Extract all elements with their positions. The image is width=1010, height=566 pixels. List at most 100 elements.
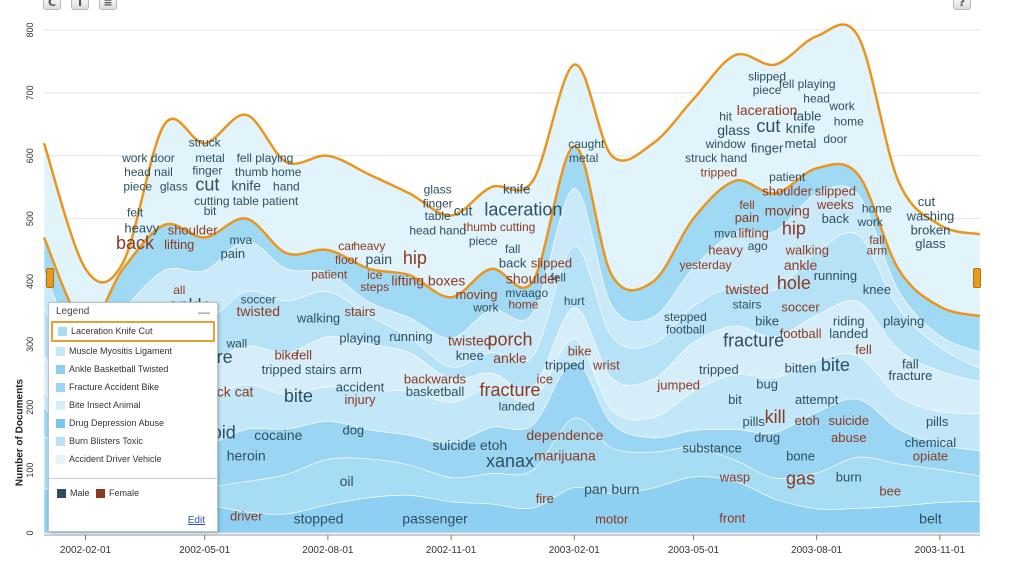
keyword-label[interactable]: glass xyxy=(424,182,452,196)
keyword-label[interactable]: tripped xyxy=(699,362,739,377)
keyword-label[interactable]: fracture xyxy=(723,330,784,350)
keyword-label[interactable]: pain xyxy=(221,246,246,261)
keyword-label[interactable]: hole xyxy=(777,273,811,293)
keyword-label[interactable]: belt xyxy=(919,511,942,527)
keyword-label[interactable]: thumb xyxy=(235,165,269,179)
keyword-label[interactable]: ankle xyxy=(493,350,527,366)
keyword-label[interactable]: burn xyxy=(836,469,862,484)
keyword-label[interactable]: knife xyxy=(503,181,530,196)
info-button[interactable]: I xyxy=(71,0,89,10)
keyword-label[interactable]: glass xyxy=(160,179,188,193)
keyword-label[interactable]: patient xyxy=(311,267,348,281)
keyword-label[interactable]: bike xyxy=(274,347,298,362)
keyword-label[interactable]: knee xyxy=(863,282,891,297)
keyword-label[interactable]: shoulder xyxy=(168,222,219,237)
range-handle-left[interactable] xyxy=(46,268,54,288)
keyword-label[interactable]: back xyxy=(822,211,850,226)
keyword-label[interactable]: ago xyxy=(528,286,548,300)
keyword-label[interactable]: bite xyxy=(284,386,313,406)
keyword-label[interactable]: stopped xyxy=(294,511,344,527)
keyword-label[interactable]: arm xyxy=(867,243,888,257)
keyword-label[interactable]: moving xyxy=(456,287,498,302)
keyword-label[interactable]: thumb cutting xyxy=(463,220,535,234)
keyword-label[interactable]: shoulder xyxy=(762,183,813,198)
keyword-label[interactable]: bit xyxy=(204,204,217,218)
range-handle-right[interactable] xyxy=(973,268,981,288)
legend-item[interactable]: Bite Insect Animal xyxy=(51,397,215,414)
keyword-label[interactable]: finger xyxy=(751,141,784,156)
keyword-label[interactable]: yesterday xyxy=(679,258,731,272)
keyword-label[interactable]: pain xyxy=(735,210,760,225)
keyword-label[interactable]: fall xyxy=(902,356,919,371)
keyword-label[interactable]: cut xyxy=(756,116,780,136)
legend-item[interactable]: Laceration Knife Cut xyxy=(51,321,215,342)
keyword-label[interactable]: mva xyxy=(505,286,528,300)
keyword-label[interactable]: window xyxy=(705,137,746,151)
minimize-button[interactable]: — xyxy=(198,305,210,319)
keyword-label[interactable]: heroin xyxy=(227,448,266,464)
keyword-label[interactable]: work xyxy=(472,301,499,315)
keyword-label[interactable]: hand xyxy=(273,179,300,193)
keyword-label[interactable]: knee xyxy=(456,348,484,363)
keyword-label[interactable]: patient xyxy=(769,170,806,184)
keyword-label[interactable]: head nail xyxy=(124,165,173,179)
keyword-label[interactable]: twisted xyxy=(236,303,280,319)
keyword-label[interactable]: bug xyxy=(756,376,778,391)
keyword-label[interactable]: slipped xyxy=(815,183,856,198)
keyword-label[interactable]: laceration xyxy=(737,102,798,118)
keyword-label[interactable]: running xyxy=(389,329,432,344)
keyword-label[interactable]: glass xyxy=(915,236,946,251)
keyword-label[interactable]: home xyxy=(508,298,538,312)
keyword-label[interactable]: washing xyxy=(906,209,955,224)
keyword-label[interactable]: piece xyxy=(753,83,782,97)
keyword-label[interactable]: bit xyxy=(728,392,742,407)
keyword-label[interactable]: hurt xyxy=(564,294,585,308)
legend-item[interactable]: Burn Blisters Toxic xyxy=(51,433,215,450)
keyword-label[interactable]: broken xyxy=(911,222,951,237)
keyword-label[interactable]: fall xyxy=(505,242,520,256)
keyword-label[interactable]: mva xyxy=(230,233,253,247)
keyword-label[interactable]: landed xyxy=(829,326,868,341)
keyword-label[interactable]: twisted xyxy=(448,333,492,349)
keyword-label[interactable]: front xyxy=(719,510,745,525)
topic-bands[interactable] xyxy=(43,24,981,534)
refresh-button[interactable]: C xyxy=(43,0,61,10)
keyword-label[interactable]: work xyxy=(857,215,884,229)
keyword-label[interactable]: heavy xyxy=(124,220,159,235)
keyword-label[interactable]: door xyxy=(823,132,847,146)
keyword-label[interactable]: tripped stairs arm xyxy=(262,362,362,377)
keyword-label[interactable]: head xyxy=(803,91,830,105)
keyword-label[interactable]: fall xyxy=(869,233,884,247)
keyword-label[interactable]: caught xyxy=(568,137,605,151)
keyword-label[interactable]: glass xyxy=(717,122,750,138)
keyword-label[interactable]: fell xyxy=(855,342,872,357)
keyword-label[interactable]: gas xyxy=(786,469,815,489)
keyword-label[interactable]: home xyxy=(834,115,864,129)
keyword-label[interactable]: heavy xyxy=(708,242,743,257)
keyword-label[interactable]: marijuana xyxy=(534,448,596,464)
keyword-label[interactable]: playing xyxy=(339,330,380,345)
keyword-label[interactable]: cut xyxy=(195,174,219,194)
keyword-label[interactable]: hip xyxy=(403,248,427,268)
keyword-label[interactable]: metal xyxy=(785,136,817,151)
keyword-label[interactable]: fracture xyxy=(888,368,932,383)
keyword-label[interactable]: weeks xyxy=(816,197,854,212)
keyword-label[interactable]: playing xyxy=(883,314,924,329)
keyword-label[interactable]: injury xyxy=(344,392,376,407)
edit-link[interactable]: Edit xyxy=(187,515,205,526)
keyword-label[interactable]: motor xyxy=(595,512,629,527)
keyword-label[interactable]: mva xyxy=(714,226,737,240)
keyword-label[interactable]: lifting xyxy=(164,237,194,252)
keyword-label[interactable]: bitten xyxy=(785,361,817,376)
keyword-label[interactable]: soccer xyxy=(241,293,276,307)
keyword-label[interactable]: cut xyxy=(918,194,936,209)
keyword-label[interactable]: dependence xyxy=(526,427,603,443)
keyword-label[interactable]: hip xyxy=(782,218,806,238)
keyword-label[interactable]: cut xyxy=(454,202,473,218)
legend-item[interactable]: Fracture Accident Bike xyxy=(51,379,215,396)
keyword-label[interactable]: suicide etoh xyxy=(432,437,507,453)
keyword-label[interactable]: knife xyxy=(231,177,261,193)
keyword-label[interactable]: stairs xyxy=(344,304,376,319)
keyword-label[interactable]: accident xyxy=(336,380,385,395)
keyword-label[interactable]: stepped xyxy=(664,310,707,324)
